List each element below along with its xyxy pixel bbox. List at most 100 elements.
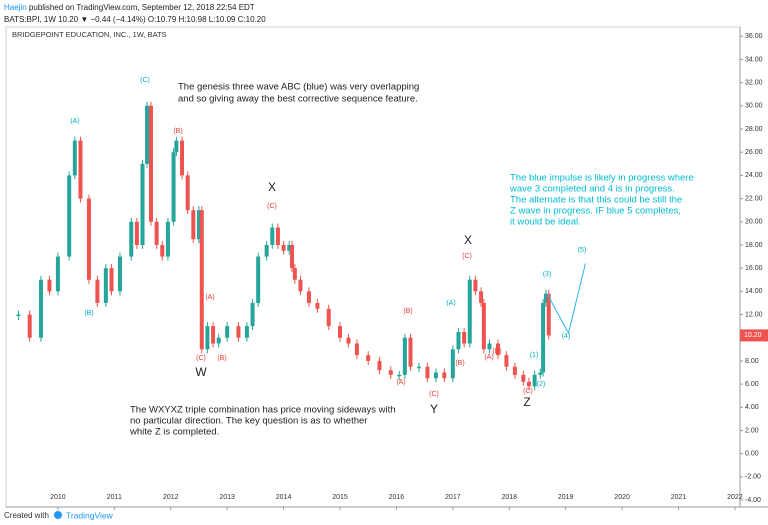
candle <box>109 268 114 292</box>
note: Z wave in progress. IF blue 5 completes, <box>510 206 681 217</box>
candle <box>487 343 492 350</box>
candle <box>402 337 407 375</box>
x-tick-label: 2010 <box>50 494 66 501</box>
wave-label: (A) <box>484 354 493 361</box>
y-tick-label: 6.00 <box>745 381 759 388</box>
wave-label: (A) <box>446 300 455 307</box>
y-tick-label: 24.00 <box>745 172 763 179</box>
y-tick-label: 26.00 <box>745 149 763 156</box>
wave-label: (A) <box>396 379 405 386</box>
candle <box>165 221 170 257</box>
candle <box>250 302 255 327</box>
wave-label: X <box>464 233 472 247</box>
wave-label: (C) <box>140 77 150 84</box>
note: white Z is completed. <box>129 427 219 438</box>
quote: BATS:BPI, 1W 10.20 ▼ −0.44 (−4.14%) O:10… <box>4 15 266 24</box>
candle <box>180 140 185 176</box>
wave-label: (A) <box>205 294 214 301</box>
last-price-label: 10.20 <box>744 332 762 339</box>
candle <box>546 293 551 336</box>
note: and so giving away the best corrective s… <box>178 94 418 105</box>
candle <box>38 279 43 338</box>
note: no particular direction. The key questio… <box>130 416 367 427</box>
candle <box>199 210 204 350</box>
wave-label: (4) <box>562 333 571 340</box>
candle <box>95 279 100 303</box>
x-tick-label: 2013 <box>219 494 235 501</box>
candle <box>148 105 153 222</box>
wave-label: (5) <box>578 247 587 254</box>
candle <box>354 343 359 356</box>
x-tick-label: 2019 <box>558 494 574 501</box>
candle <box>425 366 430 379</box>
candle <box>408 337 413 367</box>
y-tick-label: 4.00 <box>745 404 759 411</box>
candle <box>388 370 393 375</box>
candle <box>275 227 280 245</box>
y-tick-label: 30.00 <box>745 103 763 110</box>
y-tick-label: 32.00 <box>745 79 763 86</box>
candle <box>27 314 32 338</box>
note: it would be ideal. <box>510 217 581 228</box>
wave-label: Y <box>430 402 438 416</box>
y-tick-label: 16.00 <box>745 265 763 272</box>
wave-label: W <box>195 365 207 379</box>
wave-label: (B) <box>84 310 93 317</box>
candle <box>225 326 230 338</box>
candle <box>287 244 292 251</box>
candle <box>416 366 421 369</box>
candle <box>479 291 484 303</box>
candle <box>298 279 303 292</box>
candle <box>16 314 21 317</box>
wave-label: (B) <box>173 128 182 135</box>
candle <box>450 349 455 379</box>
candle <box>467 279 472 344</box>
note: The WXYXZ triple combination has price m… <box>130 405 396 416</box>
x-tick-label: 2012 <box>163 494 179 501</box>
candle <box>216 337 221 344</box>
x-tick-label: 2021 <box>671 494 687 501</box>
candle <box>78 140 83 199</box>
candle <box>337 326 342 338</box>
candle <box>270 227 275 245</box>
candle <box>174 140 179 153</box>
wave-label: (1) <box>530 352 539 359</box>
candle <box>256 256 261 303</box>
created-with: Created with <box>4 511 49 520</box>
author[interactable]: Haejin <box>4 3 27 12</box>
wave-label: (B) <box>455 360 464 367</box>
y-tick-label: 12.00 <box>745 311 763 318</box>
candle <box>366 355 371 361</box>
y-tick-label: 28.00 <box>745 126 763 133</box>
y-tick-label: 0.00 <box>745 451 759 458</box>
projection-line <box>546 263 586 335</box>
x-tick-label: 2018 <box>501 494 517 501</box>
x-tick-label: 2014 <box>276 494 292 501</box>
candle <box>538 372 543 375</box>
wave-label: (2) <box>537 381 546 388</box>
candle <box>397 374 402 377</box>
last-price-tag <box>740 329 768 342</box>
wave-label: (3) <box>543 271 552 278</box>
y-tick-label: 2.00 <box>745 427 759 434</box>
candle <box>55 256 60 292</box>
candle <box>154 221 159 245</box>
candle <box>145 105 150 164</box>
candle <box>191 210 196 240</box>
candle <box>244 326 249 338</box>
candle <box>326 308 331 327</box>
candle <box>346 337 351 344</box>
candle <box>117 256 122 292</box>
note: The genesis three wave ABC (blue) was ve… <box>178 82 419 93</box>
candle <box>315 302 320 309</box>
candle <box>306 291 311 303</box>
x-tick-label: 2017 <box>445 494 461 501</box>
brand[interactable]: TradingView <box>66 510 114 520</box>
y-tick-label: 8.00 <box>745 358 759 365</box>
wave-label: (B) <box>403 308 412 315</box>
candle <box>541 302 546 373</box>
y-tick-label: 34.00 <box>745 56 763 63</box>
candle <box>481 302 486 350</box>
